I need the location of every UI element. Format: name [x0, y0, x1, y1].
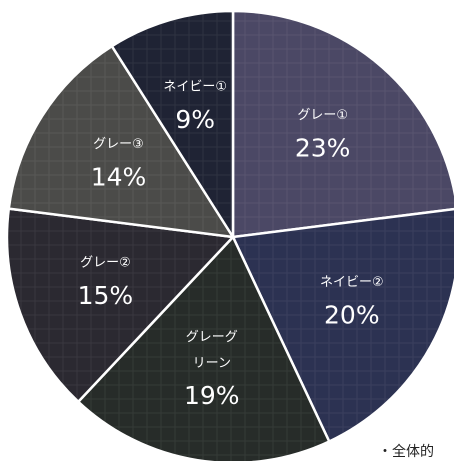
- slice-label: グレー①: [297, 108, 348, 123]
- pie: グレー①23%ネイビー②20%グレーグリーン19%グレー②15%グレー③14%ネ…: [5, 9, 454, 461]
- slice-value-label: 15%: [78, 281, 134, 310]
- slice-value-label: 19%: [184, 381, 240, 410]
- slice-value-label: 20%: [324, 300, 380, 329]
- pie-slice: [231, 9, 454, 239]
- slice-label: グレー②: [80, 255, 131, 270]
- slice-value-label: 9%: [175, 105, 215, 134]
- slice-label: ネイビー②: [320, 275, 384, 290]
- footnote: ・全体的: [378, 443, 434, 460]
- slice-label: グレー③: [93, 137, 144, 152]
- slice-value-label: 23%: [295, 133, 351, 162]
- slice-label: ネイビー①: [163, 79, 227, 94]
- slice-value-label: 14%: [91, 162, 147, 191]
